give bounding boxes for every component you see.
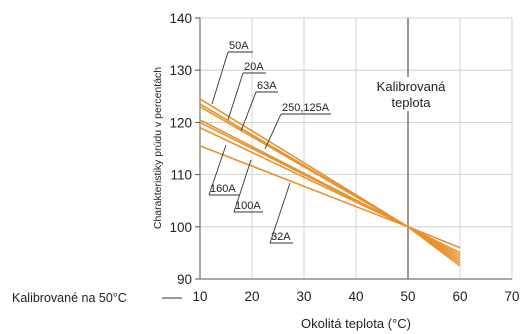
- y-tick-label: 110: [170, 168, 192, 183]
- label-leader-50a: [211, 51, 229, 105]
- tick-labels: 10 20 30 40 50 60 70 90 100 110 120 130 140: [169, 11, 519, 304]
- x-tick-label: 40: [348, 289, 363, 304]
- label-leader-160a: [208, 144, 227, 196]
- series-label-250-125a: 250,125A: [282, 102, 330, 114]
- label-leader-20a: [227, 72, 244, 121]
- x-tick-label: 20: [244, 289, 259, 304]
- axes: [195, 17, 512, 280]
- x-tick-label: 30: [296, 289, 311, 304]
- series-label-20a: 20A: [244, 61, 264, 73]
- label-leader-63a: [240, 91, 257, 132]
- series-lines: [199, 98, 461, 267]
- label-leader-100a: [233, 159, 252, 213]
- series-label-160a: 160A: [210, 183, 236, 195]
- x-tick-label: 70: [504, 289, 519, 304]
- calibration-label-line-2: teplota: [391, 95, 431, 110]
- x-tick-label: 10: [192, 289, 207, 304]
- series-label-50a: 50A: [229, 40, 249, 52]
- x-tick-label: 60: [452, 289, 467, 304]
- label-leader-32a: [269, 182, 291, 244]
- x-tick-label: 50: [400, 289, 415, 304]
- series-line-32a: [199, 145, 461, 264]
- series-label-100a: 100A: [235, 200, 261, 212]
- series-label-63a: 63A: [257, 80, 277, 92]
- x-axis-title: Okolitá teplota (°C): [301, 316, 411, 331]
- label-leader-250-125a: [264, 113, 282, 150]
- y-tick-label: 140: [169, 11, 192, 26]
- calibration-label-line-1: Kalibrovaná: [377, 79, 446, 94]
- label-leaders: [208, 51, 331, 244]
- calibration-footnote: Kalibrované na 50°C: [12, 291, 127, 305]
- series-label-32a: 32A: [271, 231, 291, 243]
- calibration-label-bg: [365, 77, 457, 111]
- y-tick-label: 90: [177, 272, 192, 287]
- y-tick-label: 120: [169, 115, 192, 130]
- grid: [200, 17, 513, 279]
- y-axis-title: Charakteristiky prúdu v percentách: [152, 67, 164, 229]
- series-labels: 50A 20A 63A 250,125A 160A 100A 32A: [210, 40, 330, 243]
- y-tick-label: 100: [169, 220, 192, 235]
- y-tick-label: 130: [169, 63, 192, 78]
